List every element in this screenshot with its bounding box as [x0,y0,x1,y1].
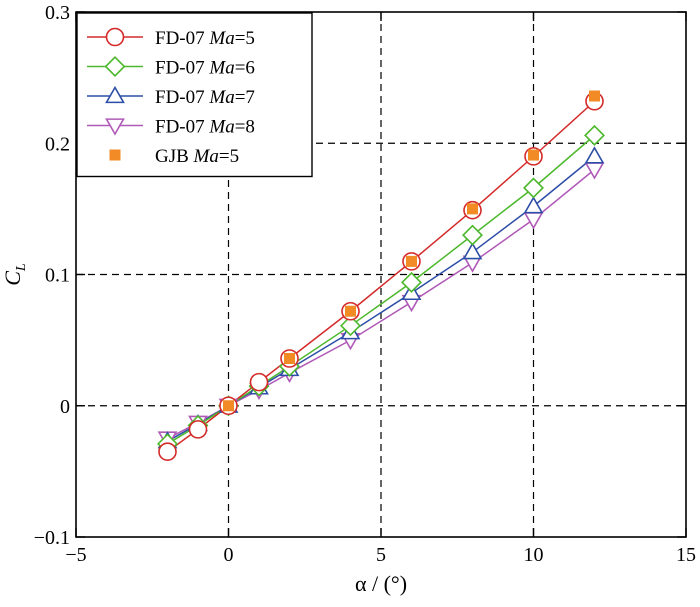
legend-item: FD-07 Ma=6 [87,56,255,79]
y-tick-label: 0.1 [45,265,70,287]
x-tick-label: 15 [676,544,696,566]
y-tick-label: 0.3 [45,2,70,24]
legend-item: FD-07 Ma=8 [87,117,255,138]
data-point-series-5 [528,149,539,161]
data-point-series-2 [340,315,361,337]
series-line-1 [167,100,596,453]
data-point-series-1 [249,372,269,392]
legend-label: GJB Ma=5 [155,146,239,167]
x-tick-label: 0 [224,544,234,566]
series-markers [157,90,605,461]
y-tick-label: 0.2 [45,133,70,155]
y-tick-label: −0.1 [34,527,70,549]
y-axis-title: CL [0,263,29,286]
data-point-series-2 [523,177,544,199]
legend-marker [105,85,125,104]
legend-label: FD-07 Ma=7 [155,87,255,108]
data-point-series-5 [284,353,295,364]
legend-label: FD-07 Ma=8 [155,117,255,138]
legend-label: FD-07 Ma=6 [155,58,255,79]
x-tick-label: 10 [524,544,544,566]
legend-marker [109,149,121,161]
data-point-series-3 [584,146,605,164]
data-point-series-5 [223,400,234,412]
legend-marker [105,27,125,47]
data-point-series-3 [523,196,544,214]
x-tick-label: −5 [65,544,86,566]
x-tick-label: 5 [376,544,386,566]
legend-item: FD-07 Ma=5 [87,27,255,49]
x-axis-title: α / (°) [355,571,407,596]
data-point-series-1 [188,420,208,439]
axis-ticks [75,11,687,538]
data-point-series-2 [584,124,605,146]
legend-item: FD-07 Ma=7 [87,85,255,108]
data-point-series-2 [462,224,483,246]
y-axis-title-subscript: L [14,263,29,272]
y-tick-label: 0 [60,396,70,418]
legend-marker [104,56,126,77]
legend-label: FD-07 Ma=5 [155,28,255,49]
data-point-series-5 [406,255,417,267]
data-point-series-2 [401,271,422,293]
data-point-series-5 [345,305,356,317]
legend-marker [105,118,125,136]
legend-item: GJB Ma=5 [109,146,239,167]
series-lines [167,100,596,453]
data-point-series-5 [467,203,478,215]
y-axis-title-main: C [0,271,25,286]
tick-labels: −5 0 5 10 15 −0.1 0 0.1 0.2 0.3 [34,2,696,566]
data-point-series-5 [589,90,600,102]
data-point-series-1 [158,442,177,461]
series-line-2 [167,134,595,445]
legend: FD-07 Ma=5 FD-07 Ma=6 FD-07 Ma=7 FD-07 Ma=8… [76,12,313,178]
data-point-series-3 [462,242,483,260]
